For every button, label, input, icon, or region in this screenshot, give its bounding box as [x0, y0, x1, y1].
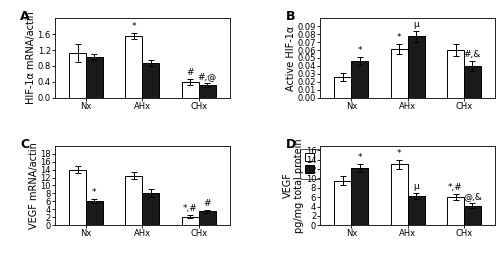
Text: μ: μ: [414, 182, 419, 191]
Bar: [352, 168, 368, 225]
Text: #,@: #,@: [198, 73, 216, 82]
Text: *,#: *,#: [448, 183, 463, 192]
Bar: [391, 49, 407, 98]
Text: D: D: [286, 138, 296, 151]
Bar: [182, 217, 198, 225]
Bar: [391, 164, 407, 225]
Bar: [352, 61, 368, 98]
Y-axis label: VEGF
pg/mg total protein: VEGF pg/mg total protein: [282, 138, 304, 233]
Y-axis label: HIF-1α mRNA/actin: HIF-1α mRNA/actin: [26, 12, 36, 104]
Text: *: *: [358, 46, 362, 55]
Text: *: *: [132, 22, 136, 31]
Text: *,#: *,#: [183, 204, 198, 213]
Bar: [408, 37, 424, 98]
Bar: [69, 53, 86, 98]
Text: @,&: @,&: [463, 192, 482, 201]
Bar: [126, 176, 142, 225]
Bar: [408, 196, 424, 225]
Bar: [182, 82, 198, 98]
Text: #: #: [204, 199, 211, 208]
Bar: [464, 206, 481, 225]
Bar: [198, 211, 216, 225]
Text: μ: μ: [414, 20, 419, 29]
Text: *: *: [397, 149, 402, 158]
Bar: [142, 193, 159, 225]
Legend: WT, Epo-TAgʰ: WT, Epo-TAgʰ: [300, 149, 365, 178]
Text: #,&: #,&: [464, 50, 481, 59]
Bar: [334, 181, 351, 225]
Text: *: *: [358, 153, 362, 162]
Bar: [86, 57, 103, 98]
Bar: [86, 201, 103, 225]
Bar: [126, 36, 142, 98]
Text: *: *: [92, 188, 96, 197]
Text: C: C: [20, 138, 29, 151]
Bar: [464, 66, 481, 98]
Bar: [69, 170, 86, 225]
Bar: [334, 77, 351, 98]
Text: *: *: [397, 33, 402, 42]
Bar: [447, 50, 464, 98]
Text: A: A: [20, 10, 30, 23]
Y-axis label: VEGF mRNA/actin: VEGF mRNA/actin: [29, 142, 39, 229]
Text: B: B: [286, 10, 295, 23]
Text: #: #: [186, 68, 194, 77]
Bar: [447, 197, 464, 225]
Y-axis label: Active HIF-1α: Active HIF-1α: [286, 25, 296, 91]
Bar: [142, 63, 159, 98]
Bar: [198, 85, 216, 98]
